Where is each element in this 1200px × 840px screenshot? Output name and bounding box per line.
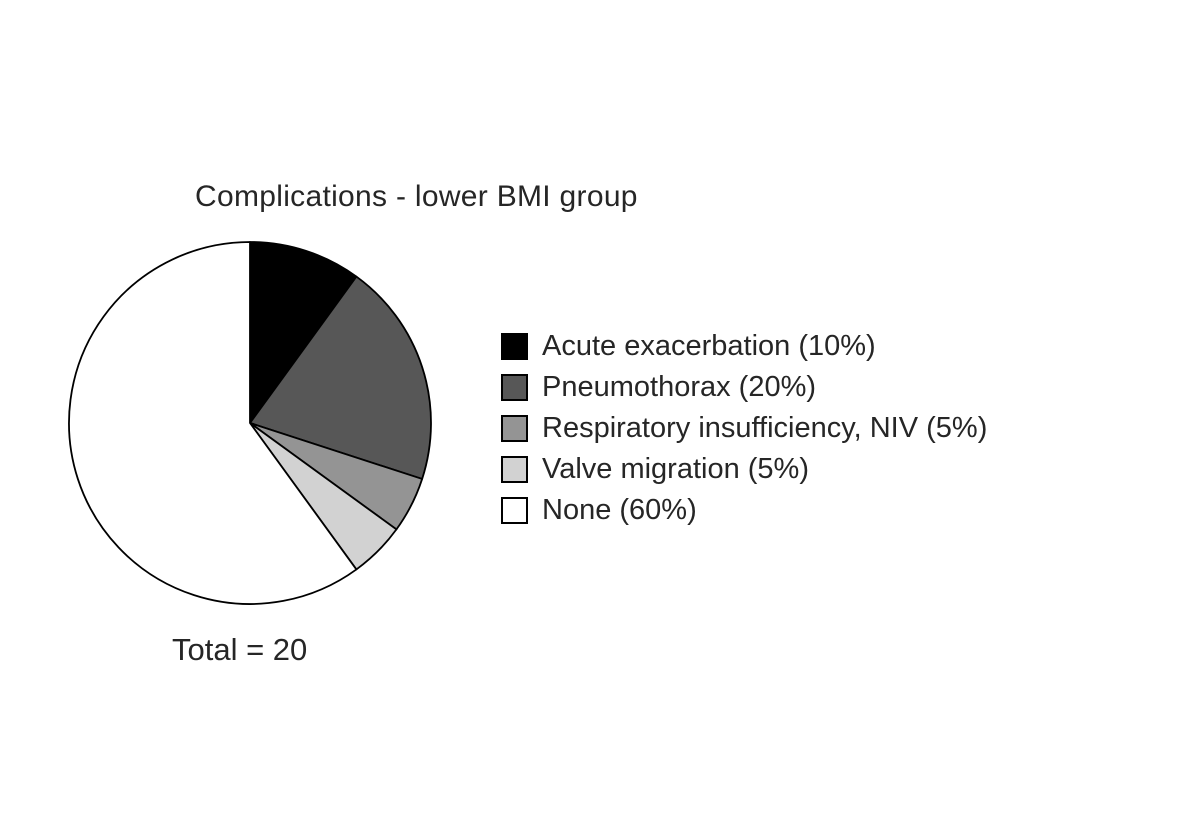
legend-swatch (501, 497, 528, 524)
legend-label: None (60%) (542, 494, 697, 526)
pie-slice-none (68, 241, 358, 605)
legend-label: Pneumothorax (20%) (542, 371, 817, 403)
legend-swatch (501, 374, 528, 401)
legend-label: Respiratory insufficiency, NIV (5%) (542, 412, 988, 444)
legend-swatch (501, 333, 528, 360)
legend-item: None (60%) (501, 490, 987, 531)
legend-item: Respiratory insufficiency, NIV (5%) (501, 408, 987, 449)
pie-chart (68, 241, 432, 605)
legend-swatch (501, 456, 528, 483)
legend: Acute exacerbation (10%) Pneumothorax (20… (501, 326, 987, 531)
pie-slice-acute-exacerbation (249, 241, 358, 424)
total-label: Total = 20 (172, 632, 308, 667)
legend-label: Acute exacerbation (10%) (542, 330, 876, 362)
legend-item: Acute exacerbation (10%) (501, 326, 987, 367)
legend-item: Pneumothorax (20%) (501, 367, 987, 408)
legend-label: Valve migration (5%) (542, 453, 810, 485)
pie-slice-pneumothorax (249, 275, 432, 480)
legend-item: Valve migration (5%) (501, 449, 987, 490)
chart-title: Complications - lower BMI group (195, 180, 638, 213)
legend-swatch (501, 415, 528, 442)
